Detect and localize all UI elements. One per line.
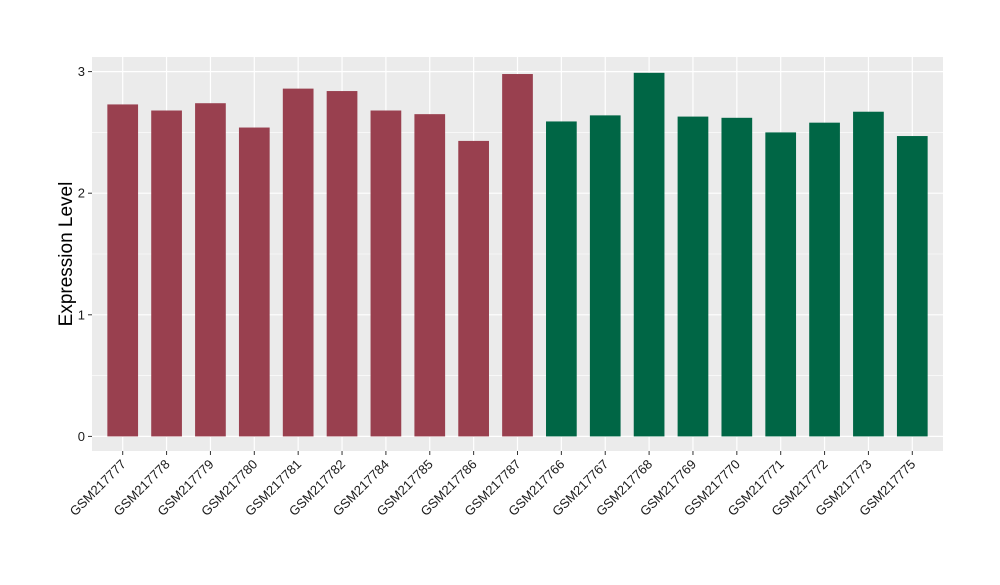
bar-gsm217785 <box>414 114 446 437</box>
bar-gsm217782 <box>326 91 358 437</box>
bar-gsm217780 <box>238 127 270 437</box>
y-tick-label: 3 <box>78 64 85 79</box>
y-tick-label: 0 <box>78 429 85 444</box>
bar-gsm217787 <box>502 74 533 437</box>
bar-gsm217775 <box>896 136 928 437</box>
bar-gsm217772 <box>809 122 840 437</box>
y-axis-title: Expression Level <box>56 182 77 327</box>
bar-gsm217786 <box>458 140 489 437</box>
bar-gsm217771 <box>765 132 797 437</box>
bar-gsm217778 <box>151 110 182 437</box>
y-axis: 0 1 2 3 <box>78 64 92 444</box>
bars <box>107 72 928 437</box>
bar-gsm217769 <box>677 116 709 437</box>
bar-gsm217777 <box>107 104 139 437</box>
bar-gsm217767 <box>589 115 621 437</box>
y-tick-label: 1 <box>78 307 85 322</box>
y-tick-label: 2 <box>78 186 85 201</box>
bar-gsm217784 <box>370 110 402 437</box>
bar-gsm217779 <box>195 103 226 437</box>
bar-gsm217770 <box>721 117 753 437</box>
bar-gsm217773 <box>853 111 884 437</box>
bar-gsm217766 <box>546 121 577 437</box>
bar-gsm217781 <box>282 88 314 437</box>
x-axis: GSM217777GSM217778GSM217779GSM217780GSM2… <box>67 451 918 519</box>
bar-gsm217768 <box>633 72 665 437</box>
